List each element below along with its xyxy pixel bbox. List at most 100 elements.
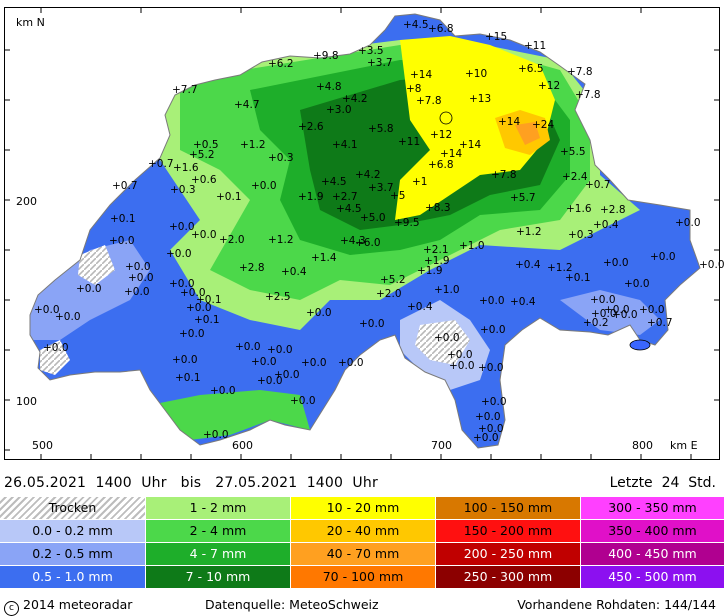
station-value: +0.0 (473, 432, 499, 444)
station-value: +14 (459, 139, 481, 151)
data-source: Datenquelle: MeteoSchweiz (205, 597, 379, 612)
legend-item: 1 - 2 mm (146, 497, 290, 519)
station-value: +3.7 (368, 182, 394, 194)
station-value: +0.0 (650, 251, 676, 263)
station-value: +0.7 (148, 158, 174, 170)
x-tick-700: 700 (431, 439, 452, 452)
station-value: +1.2 (268, 234, 294, 246)
station-value: +1.2 (547, 262, 573, 274)
station-value: +8 (406, 83, 421, 95)
station-value: +5 (390, 190, 405, 202)
legend-item: 40 - 70 mm (291, 543, 435, 565)
time-range: 26.05.2021 1400 Uhr bis 27.05.2021 1400 … (4, 475, 378, 491)
station-value: +0.0 (34, 304, 60, 316)
legend-item: 4 - 7 mm (146, 543, 290, 565)
legend-item: 300 - 350 mm (581, 497, 724, 519)
station-value: +0.0 (109, 235, 135, 247)
station-value: +5.2 (189, 149, 215, 161)
station-value: +5.7 (510, 192, 536, 204)
station-value: +1.9 (417, 265, 443, 277)
station-value: +4.7 (234, 99, 260, 111)
station-value: +0.1 (565, 272, 591, 284)
x-tick-600: 600 (232, 439, 253, 452)
station-value: +2.5 (265, 291, 291, 303)
station-value: +6.8 (428, 23, 454, 35)
station-value: +5.5 (560, 146, 586, 158)
station-value: +0.0 (612, 309, 638, 321)
station-value: +0.0 (172, 354, 198, 366)
station-value: +2.1 (423, 244, 449, 256)
station-value: +7.8 (416, 95, 442, 107)
station-value: +11 (524, 40, 546, 52)
station-value: +0.0 (257, 375, 283, 387)
station-value: +9.5 (394, 217, 420, 229)
station-value: +0.0 (301, 357, 327, 369)
station-value: +7.8 (575, 89, 601, 101)
station-value: +0.0 (639, 304, 665, 316)
station-value: +0.3 (170, 184, 196, 196)
station-value: +5.0 (360, 212, 386, 224)
legend-item: 2 - 4 mm (146, 520, 290, 542)
legend-item: 7 - 10 mm (146, 566, 290, 588)
station-value: +0.4 (407, 301, 433, 313)
station-value: +0.7 (112, 180, 138, 192)
station-value: +0.0 (274, 369, 300, 381)
station-value: +0.0 (475, 411, 501, 423)
station-value: +0.0 (210, 385, 236, 397)
station-value: +0.0 (591, 308, 617, 320)
station-value: +1.6 (566, 203, 592, 215)
legend-item: 150 - 200 mm (436, 520, 580, 542)
station-value: +0.0 (128, 272, 154, 284)
station-value: +1.0 (459, 240, 485, 252)
station-value: +3.0 (326, 104, 352, 116)
station-value: +0.3 (268, 152, 294, 164)
station-value: +0.0 (590, 294, 616, 306)
station-value: +14 (498, 116, 520, 128)
station-value: +13 (469, 93, 491, 105)
station-value: +0.7 (647, 317, 673, 329)
station-value: +0.0 (603, 257, 629, 269)
station-value: +4.1 (332, 139, 358, 151)
station-value: +12 (538, 80, 560, 92)
station-value: +1.2 (240, 139, 266, 151)
legend-item: 0.2 - 0.5 mm (0, 543, 145, 565)
x-tick-500: 500 (32, 439, 53, 452)
legend-item: 100 - 150 mm (436, 497, 580, 519)
station-value: +0.0 (125, 261, 151, 273)
station-value: +0.4 (281, 266, 307, 278)
axis-x-unit: km E (670, 439, 698, 452)
station-value: +0.0 (359, 318, 385, 330)
station-value: +2.8 (239, 262, 265, 274)
station-value: +8.3 (425, 202, 451, 214)
station-value: +1.9 (424, 255, 450, 267)
raw-data-count: Vorhandene Rohdaten: 144/144 (517, 597, 716, 612)
station-value: +2.7 (332, 191, 358, 203)
precipitation-legend: Trocken 0.0 - 0.2 mm 0.2 - 0.5 mm 0.5 - 1.0… (0, 497, 724, 592)
x-tick-800: 800 (632, 439, 653, 452)
time-range-bar: 26.05.2021 1400 Uhr bis 27.05.2021 1400 … (0, 470, 724, 496)
station-value: +2.6 (298, 121, 324, 133)
station-value: +0.5 (193, 139, 219, 151)
station-value: +0.7 (585, 179, 611, 191)
station-value: +0.0 (235, 341, 261, 353)
legend-item: 20 - 40 mm (291, 520, 435, 542)
station-value: +0.0 (306, 307, 332, 319)
station-value: +10 (465, 68, 487, 80)
station-value: +1.4 (311, 252, 337, 264)
station-value: +0.0 (624, 278, 650, 290)
station-value: +6.8 (428, 159, 454, 171)
y-tick-200: 200 (16, 195, 37, 208)
station-value: +0.6 (191, 174, 217, 186)
station-value: +0.0 (478, 362, 504, 374)
station-value: +0.0 (251, 180, 277, 192)
station-value: +0.1 (175, 372, 201, 384)
station-value: +0.0 (479, 295, 505, 307)
station-value: +3.5 (358, 45, 384, 57)
station-value: +14 (440, 148, 462, 160)
station-value: +6.0 (355, 237, 381, 249)
legend-item: 0.0 - 0.2 mm (0, 520, 145, 542)
copyright-text: 2014 meteoradar (23, 597, 133, 612)
station-value: +0.0 (338, 357, 364, 369)
station-value: +0.0 (191, 229, 217, 241)
copyright: c 2014 meteoradar (4, 597, 132, 616)
